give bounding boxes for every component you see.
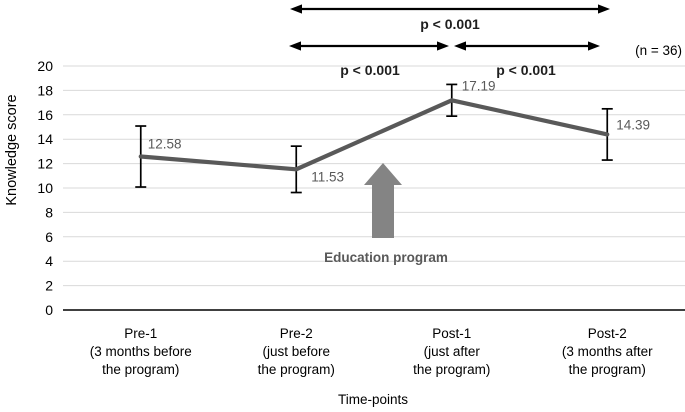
point-value-label: 17.19	[462, 78, 496, 93]
y-tick-label: 20	[37, 58, 53, 74]
y-tick-label: 12	[37, 156, 53, 172]
p-value-label-overall: p < 0.001	[420, 16, 480, 32]
y-tick-label: 4	[45, 253, 53, 269]
arrowhead-right-icon	[437, 41, 449, 51]
x-category-label: Pre-2 (just before the program)	[258, 326, 335, 377]
arrowhead-left-icon	[289, 41, 301, 51]
x-category-label: Post-1 (just after the program)	[413, 326, 490, 377]
y-tick-label: 8	[45, 204, 53, 220]
y-tick-label: 16	[37, 107, 53, 123]
y-tick-label: 10	[37, 180, 53, 196]
education-program-label: Education program	[324, 250, 448, 265]
y-tick-label: 6	[45, 229, 53, 245]
y-tick-label: 0	[45, 302, 53, 318]
sample-size-label: (n = 36)	[635, 43, 682, 58]
y-tick-label: 14	[37, 131, 53, 147]
point-value-label: 11.53	[311, 169, 344, 184]
p-value-label-pre2-post1: p < 0.001	[340, 62, 400, 78]
point-value-label: 14.39	[616, 117, 650, 132]
arrowhead-right-icon	[588, 41, 600, 51]
y-axis-title: Knowledge score	[4, 94, 20, 206]
arrowhead-left-icon	[454, 41, 466, 51]
y-tick-label: 18	[37, 82, 53, 98]
education-program-arrow-icon	[364, 163, 402, 238]
point-value-label: 12.58	[148, 137, 182, 152]
x-category-label: Pre-1 (3 months before the program)	[90, 326, 192, 377]
arrowhead-left-icon	[290, 4, 302, 14]
p-value-label-post1-post2: p < 0.001	[496, 62, 556, 78]
x-axis-title: Time-points	[337, 392, 409, 407]
y-tick-label: 2	[45, 278, 53, 294]
series-line	[138, 98, 610, 172]
arrowhead-right-icon	[598, 4, 610, 14]
x-category-label: Post-2 (3 months after the program)	[562, 326, 653, 377]
